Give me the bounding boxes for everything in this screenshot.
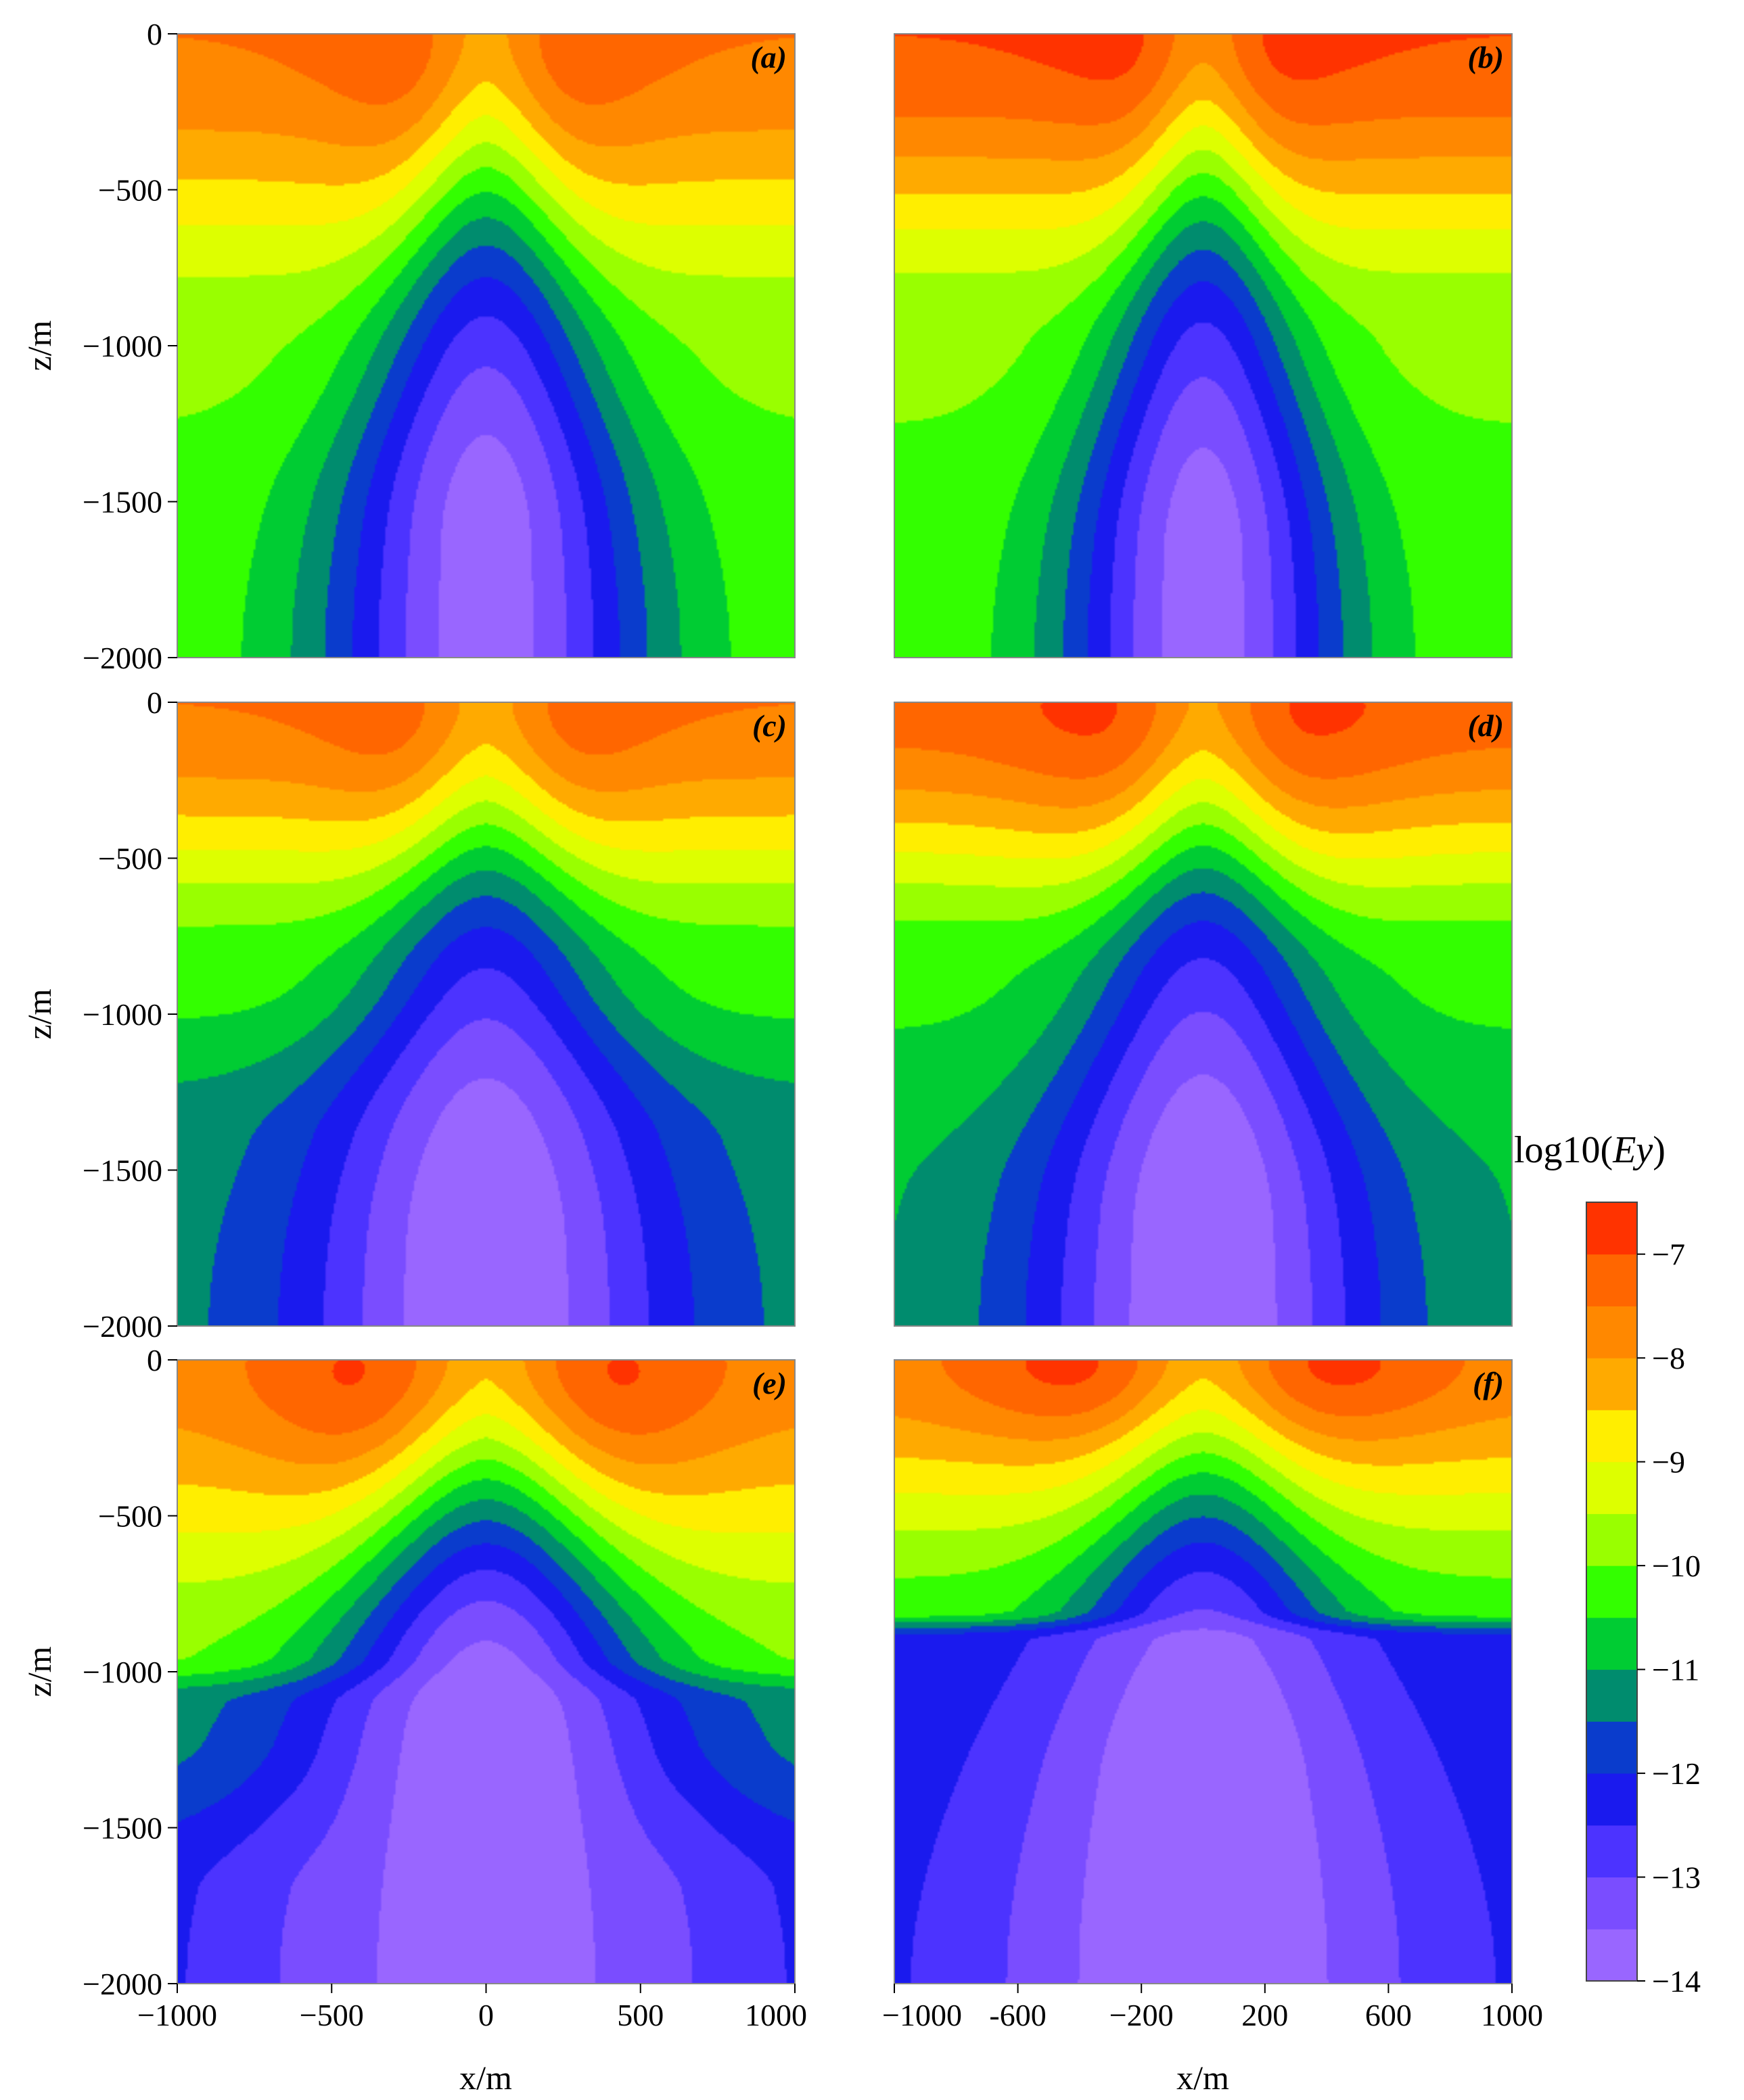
contour-field bbox=[894, 34, 1512, 658]
colorbar-level bbox=[1586, 1306, 1637, 1359]
y-tick-label: −2000 bbox=[83, 1309, 162, 1344]
panel-d: (d) bbox=[894, 702, 1513, 1327]
panel-frame bbox=[894, 1359, 1513, 1984]
panel-label: (f) bbox=[1473, 1366, 1504, 1400]
y-tick-label: −500 bbox=[98, 173, 162, 208]
x-tick-label: −200 bbox=[1109, 1998, 1174, 2032]
y-tick-label: −500 bbox=[98, 1499, 162, 1534]
x-tick-label: 0 bbox=[478, 1998, 494, 2032]
y-tick-label: 0 bbox=[147, 17, 162, 51]
colorbar-level bbox=[1586, 1202, 1637, 1255]
y-tick-label: −2000 bbox=[83, 1967, 162, 2001]
colorbar-title: log10(Ey) bbox=[1514, 1129, 1666, 1171]
y-axis-label: z/m bbox=[20, 988, 58, 1039]
y-tick-label: −1000 bbox=[83, 329, 162, 363]
x-tick-label: −500 bbox=[300, 1998, 364, 2032]
panel-a: (a) 0 −500 −1000 −1500 −2000 z/m bbox=[20, 17, 796, 675]
x-tick-label: 200 bbox=[1241, 1998, 1288, 2032]
colorbar-level bbox=[1586, 1513, 1637, 1566]
x-tick-label: −1000 bbox=[137, 1998, 217, 2032]
x-tick-label: −1000 bbox=[882, 1998, 962, 2032]
panel-label: (c) bbox=[752, 708, 787, 743]
colorbar-level bbox=[1586, 1358, 1637, 1411]
colorbar-level bbox=[1586, 1617, 1637, 1670]
colorbar-level bbox=[1586, 1721, 1637, 1774]
y-tick-label: −1500 bbox=[83, 1154, 162, 1188]
panel-b: (b) bbox=[894, 33, 1513, 658]
y-axis-label: z/m bbox=[20, 1646, 58, 1697]
x-axis-label-right: x/m bbox=[1176, 2059, 1229, 2097]
colorbar: −7 −8 −9 −10 −11 −12 −13 −14 bbox=[1586, 1202, 1701, 1999]
colorbar-level bbox=[1586, 1773, 1637, 1826]
contour-field bbox=[177, 34, 795, 658]
panel-label: (e) bbox=[752, 1366, 787, 1400]
colorbar-tick-label: −11 bbox=[1652, 1653, 1699, 1687]
colorbar-level bbox=[1586, 1877, 1637, 1930]
y-tick-label: −500 bbox=[98, 842, 162, 876]
colorbar-level bbox=[1586, 1825, 1637, 1878]
x-tick-label: 1000 bbox=[745, 1998, 807, 2032]
colorbar-tick-label: −12 bbox=[1652, 1756, 1701, 1791]
colorbar-tick-label: −13 bbox=[1652, 1861, 1701, 1895]
panel-label: (a) bbox=[750, 40, 787, 74]
contour-field bbox=[177, 702, 795, 1326]
y-tick-label: 0 bbox=[147, 1343, 162, 1377]
colorbar-tick-label: −14 bbox=[1652, 1964, 1701, 1999]
contour-field bbox=[894, 1360, 1512, 1984]
y-axis-label: z/m bbox=[20, 320, 58, 371]
colorbar-level bbox=[1586, 1566, 1637, 1618]
panel-label: (b) bbox=[1467, 40, 1504, 74]
panel-frame bbox=[894, 33, 1513, 658]
panel-e: (e) 0 −500 −1000 −1500 −2000 z/m −1000 −500 0 500 1… bbox=[20, 1343, 807, 2032]
colorbar-tick-label: −8 bbox=[1652, 1341, 1685, 1375]
y-tick-label: −1000 bbox=[83, 997, 162, 1032]
colorbar-frame bbox=[1586, 1202, 1638, 1982]
y-tick-label: −1500 bbox=[83, 485, 162, 520]
x-tick-label: 500 bbox=[617, 1998, 664, 2032]
panel-frame bbox=[894, 702, 1513, 1327]
contour-panels: (a)0−500−1000−1500−2000z/m(b)(c)0−500−10… bbox=[20, 17, 1543, 2032]
x-tick-label: 600 bbox=[1365, 1998, 1412, 2032]
colorbar-tick-label: −7 bbox=[1652, 1237, 1685, 1272]
colorbar-tick-label: −10 bbox=[1652, 1549, 1701, 1583]
contour-field bbox=[177, 1360, 795, 1984]
y-tick-label: −1000 bbox=[83, 1655, 162, 1689]
y-tick-label: 0 bbox=[147, 685, 162, 720]
contour-field bbox=[894, 702, 1512, 1326]
colorbar-tick-label: −9 bbox=[1652, 1445, 1685, 1480]
panel-f: (f) −1000 -600 −200 200 600 1000 bbox=[882, 1359, 1543, 2032]
colorbar-level bbox=[1586, 1409, 1637, 1463]
y-tick-label: −2000 bbox=[83, 641, 162, 675]
colorbar-level bbox=[1586, 1929, 1637, 1982]
x-tick-label: -600 bbox=[989, 1998, 1046, 2032]
panel-label: (d) bbox=[1467, 708, 1504, 743]
colorbar-level bbox=[1586, 1669, 1637, 1722]
y-tick-label: −1500 bbox=[83, 1811, 162, 1846]
x-axis-label-left: x/m bbox=[459, 2059, 512, 2097]
x-tick-label: 1000 bbox=[1481, 1998, 1543, 2032]
panel-c: (c) 0 −500 −1000 −1500 −2000 z/m bbox=[20, 685, 796, 1344]
colorbar-level bbox=[1586, 1254, 1637, 1306]
colorbar-level bbox=[1586, 1461, 1637, 1514]
